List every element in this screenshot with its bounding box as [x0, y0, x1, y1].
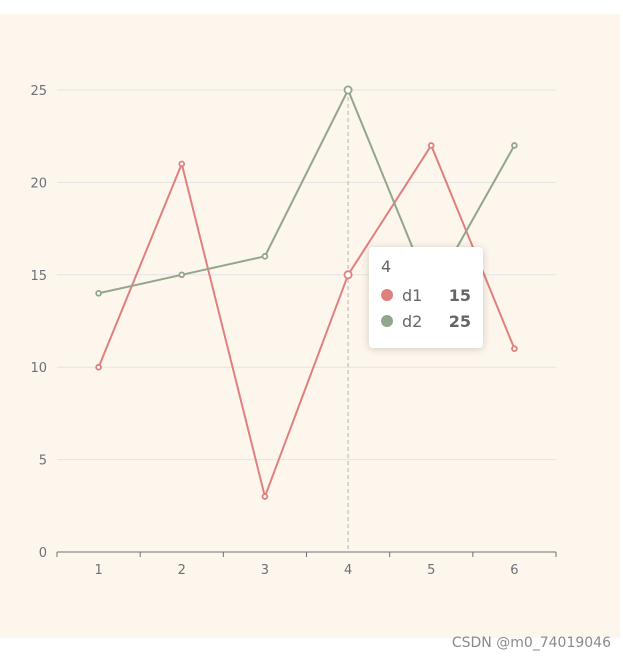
tooltip-name-d1: d1 — [402, 285, 423, 305]
data-point-d2 — [261, 253, 269, 260]
data-point-d1 — [343, 270, 353, 280]
y-tick-label: 0 — [39, 546, 47, 561]
data-point-d1 — [511, 345, 518, 353]
data-point-d1 — [95, 363, 102, 371]
data-point-d2 — [178, 271, 186, 279]
y-tick-label: 10 — [30, 361, 47, 376]
data-point-d2 — [95, 289, 102, 297]
x-tick-label: 2 — [178, 563, 186, 578]
data-point-d1 — [427, 142, 435, 149]
y-tick-label: 5 — [39, 454, 47, 469]
tooltip-row-d1: d1 15 — [381, 282, 471, 308]
tooltip-dot-d2 — [381, 315, 393, 327]
x-tick-label: 5 — [427, 563, 435, 578]
series-line-d1 — [97, 144, 516, 498]
data-point-d1 — [261, 493, 269, 500]
line-chart[interactable]: 0 5 10 15 20 25 1 2 3 4 5 6 — [0, 14, 620, 638]
y-tick-label: 20 — [30, 176, 47, 191]
y-tick-label: 15 — [30, 269, 47, 284]
tooltip-row-d2: d2 25 — [381, 308, 471, 334]
tooltip-value-d2: 25 — [448, 311, 471, 331]
data-point-d2 — [511, 142, 518, 149]
data-point-d1 — [178, 160, 186, 168]
x-tick-label: 3 — [261, 563, 269, 578]
watermark: CSDN @m0_74019046 — [451, 635, 611, 651]
x-tick-label: 6 — [510, 563, 518, 578]
tooltip-dot-d1 — [381, 289, 393, 301]
tooltip-name-d2: d2 — [402, 311, 423, 331]
tooltip-title: 4 — [381, 257, 392, 276]
tooltip-value-d1: 15 — [448, 285, 471, 305]
y-tick-label: 25 — [30, 84, 47, 99]
data-point-d2 — [343, 85, 353, 95]
chart-tooltip: 4 d1 15 d2 25 — [369, 247, 483, 348]
chart-panel: 0 5 10 15 20 25 1 2 3 4 5 6 4 d1 15 d2 25 — [0, 14, 620, 638]
x-tick-label: 4 — [344, 563, 352, 578]
x-tick-label: 1 — [94, 563, 102, 578]
